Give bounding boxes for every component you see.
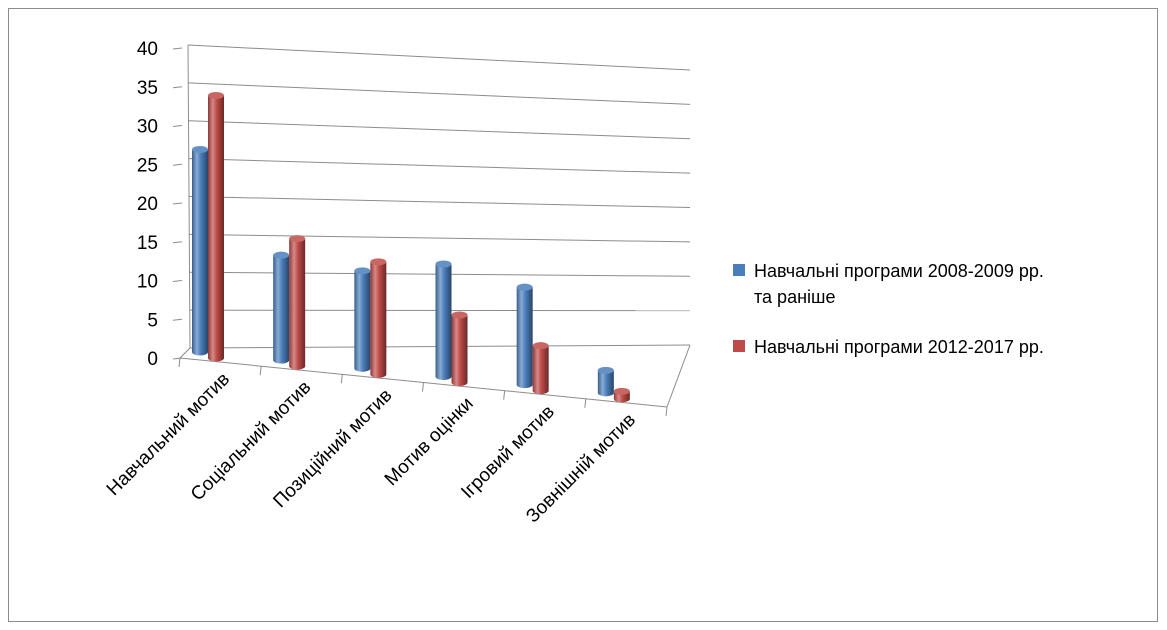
legend-entry: Навчальні програми 2008-2009 рр. та раніш… xyxy=(733,261,1044,307)
y-tick xyxy=(172,125,183,127)
gridline xyxy=(188,196,691,208)
x-tick xyxy=(178,357,181,368)
bar-top xyxy=(208,92,224,99)
bar-top xyxy=(273,251,290,259)
y-tick xyxy=(172,202,183,205)
legend-label: та раніше xyxy=(754,287,835,307)
y-tick xyxy=(172,163,183,166)
y-tick xyxy=(172,280,183,282)
gridline xyxy=(188,82,691,105)
bars xyxy=(192,92,630,403)
bar-top xyxy=(192,146,208,153)
bar-top xyxy=(370,258,387,266)
gridline xyxy=(189,233,691,243)
y-tick-label: 25 xyxy=(137,155,158,176)
y-tick xyxy=(172,318,183,321)
bar-body xyxy=(597,370,614,397)
bar xyxy=(273,251,290,364)
y-tick xyxy=(172,357,183,360)
bar xyxy=(597,366,614,397)
y-tick-label: 40 xyxy=(137,39,158,60)
bar-body xyxy=(451,315,468,387)
bar xyxy=(354,267,371,372)
x-tick xyxy=(584,398,587,408)
bar-body xyxy=(435,264,452,381)
bar xyxy=(613,387,630,403)
legend-label: Навчальні програми 2012-2017 рр. xyxy=(754,337,1044,357)
gridline xyxy=(187,44,691,71)
bar-top xyxy=(516,283,533,291)
bar xyxy=(289,235,306,370)
bar-body xyxy=(289,238,306,370)
bar-top xyxy=(289,235,306,243)
bar-body xyxy=(354,270,371,372)
bar-body xyxy=(370,261,387,378)
bar-body xyxy=(273,255,290,364)
legend-entry: Навчальні програми 2012-2017 рр. xyxy=(733,337,1044,357)
bar xyxy=(516,283,533,389)
x-tick xyxy=(665,406,668,417)
bar-body xyxy=(192,149,208,356)
bar-top xyxy=(613,387,630,395)
y-tick-label: 0 xyxy=(147,349,158,370)
y-tick-label: 10 xyxy=(137,272,158,293)
y-tick-label: 20 xyxy=(137,194,158,215)
bar-top xyxy=(451,311,468,319)
y-tick-label: 30 xyxy=(137,117,158,138)
bar-body xyxy=(516,287,533,389)
bar xyxy=(435,260,452,381)
x-tick xyxy=(503,390,506,400)
y-tick-label: 15 xyxy=(137,233,158,254)
y-tick-label: 35 xyxy=(137,78,158,99)
x-tick xyxy=(340,374,343,384)
bar-top xyxy=(435,260,452,268)
x-tick-label: Мотив оцінки xyxy=(381,393,478,490)
bar xyxy=(451,311,468,387)
legend: Навчальні програми 2008-2009 рр. та раніш… xyxy=(733,261,1044,357)
legend-swatch xyxy=(733,264,745,276)
bar-body xyxy=(532,345,549,395)
bar xyxy=(192,146,208,356)
bar-body xyxy=(208,95,224,362)
x-tick xyxy=(259,366,262,376)
y-tick-label: 5 xyxy=(147,310,158,331)
bar-top xyxy=(597,366,614,374)
floor-edge xyxy=(666,344,691,408)
bar-top xyxy=(532,342,549,350)
x-tick-label: Ігровий мотив xyxy=(457,401,559,503)
gridline xyxy=(188,158,691,174)
x-tick xyxy=(422,382,424,392)
axes xyxy=(172,44,691,417)
bar-top xyxy=(354,267,371,275)
legend-label: Навчальні програми 2008-2009 рр. xyxy=(754,261,1044,281)
y-tick xyxy=(172,86,183,89)
bar xyxy=(370,258,387,378)
side-wall xyxy=(179,44,191,359)
legend-swatch xyxy=(733,340,745,352)
gridline xyxy=(188,120,691,140)
bar xyxy=(532,342,549,395)
y-tick xyxy=(172,47,183,50)
bar xyxy=(208,92,224,362)
y-tick xyxy=(172,241,183,244)
